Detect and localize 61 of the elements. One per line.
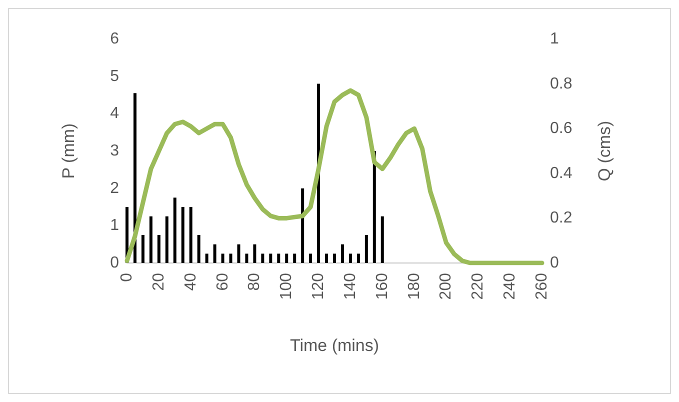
line-series xyxy=(124,88,544,266)
bar xyxy=(133,93,136,263)
bar xyxy=(245,254,248,263)
y-tick-label: 6 xyxy=(110,30,120,48)
y-tick-label: 3 xyxy=(110,142,120,160)
y-axis-title: P (mm) xyxy=(59,123,78,179)
bar xyxy=(141,235,144,263)
x-tick-label: 20 xyxy=(150,272,168,291)
bar xyxy=(261,254,264,263)
bar xyxy=(221,254,224,263)
bar xyxy=(301,188,304,263)
bar xyxy=(285,254,288,263)
bar xyxy=(197,235,200,263)
x-tick-label: 240 xyxy=(502,272,519,300)
y-tick-label: 1 xyxy=(110,217,120,234)
bar xyxy=(149,216,152,263)
bar xyxy=(325,254,328,263)
x-tick-label: 120 xyxy=(310,272,328,300)
y-tick-label: 0 xyxy=(110,254,120,272)
bar xyxy=(181,207,184,263)
y-tick-label: 4 xyxy=(110,105,120,122)
y-tick-label: 2 xyxy=(110,180,120,197)
bar xyxy=(380,216,384,263)
bar xyxy=(356,254,360,263)
bar xyxy=(364,235,368,263)
bar xyxy=(293,254,296,263)
bar xyxy=(253,244,256,263)
bar xyxy=(269,254,272,263)
x-tick-label: 200 xyxy=(438,272,455,300)
x-tick-label: 140 xyxy=(342,272,359,300)
x-axis-title: Time (mins) xyxy=(290,336,380,355)
y2-tick-label: 1 xyxy=(550,30,559,48)
x-tick-label: 260 xyxy=(534,272,550,300)
y2-tick-label: 0.2 xyxy=(550,210,572,227)
x-tick-label: 160 xyxy=(374,272,391,300)
x-tick-label: 180 xyxy=(406,272,423,300)
bar xyxy=(205,254,208,263)
y2-tick-label: 0.4 xyxy=(550,164,572,182)
bar xyxy=(165,216,168,263)
y-tick-label: 5 xyxy=(110,68,120,85)
bar xyxy=(333,254,336,263)
x-tick-label: 0 xyxy=(118,272,136,282)
x-tick-label: 100 xyxy=(278,272,296,300)
bar xyxy=(229,254,232,263)
bar xyxy=(173,198,176,263)
y2-tick-label: 0.8 xyxy=(550,75,572,92)
y2-tick-label: 0.6 xyxy=(550,120,572,138)
bar xyxy=(309,254,312,263)
bar xyxy=(189,207,192,263)
x-tick-label: 40 xyxy=(182,272,200,291)
bar xyxy=(213,244,216,263)
y2-axis-title: Q (cms) xyxy=(595,120,614,182)
bar xyxy=(277,254,280,263)
x-tick-label: 80 xyxy=(246,272,264,291)
bar xyxy=(348,254,352,263)
bar xyxy=(157,235,160,263)
x-tick-label: 220 xyxy=(470,272,487,300)
bar xyxy=(237,244,240,263)
y2-tick-label: 0 xyxy=(550,254,559,272)
x-tick-label: 60 xyxy=(214,272,232,291)
bar xyxy=(340,244,344,263)
